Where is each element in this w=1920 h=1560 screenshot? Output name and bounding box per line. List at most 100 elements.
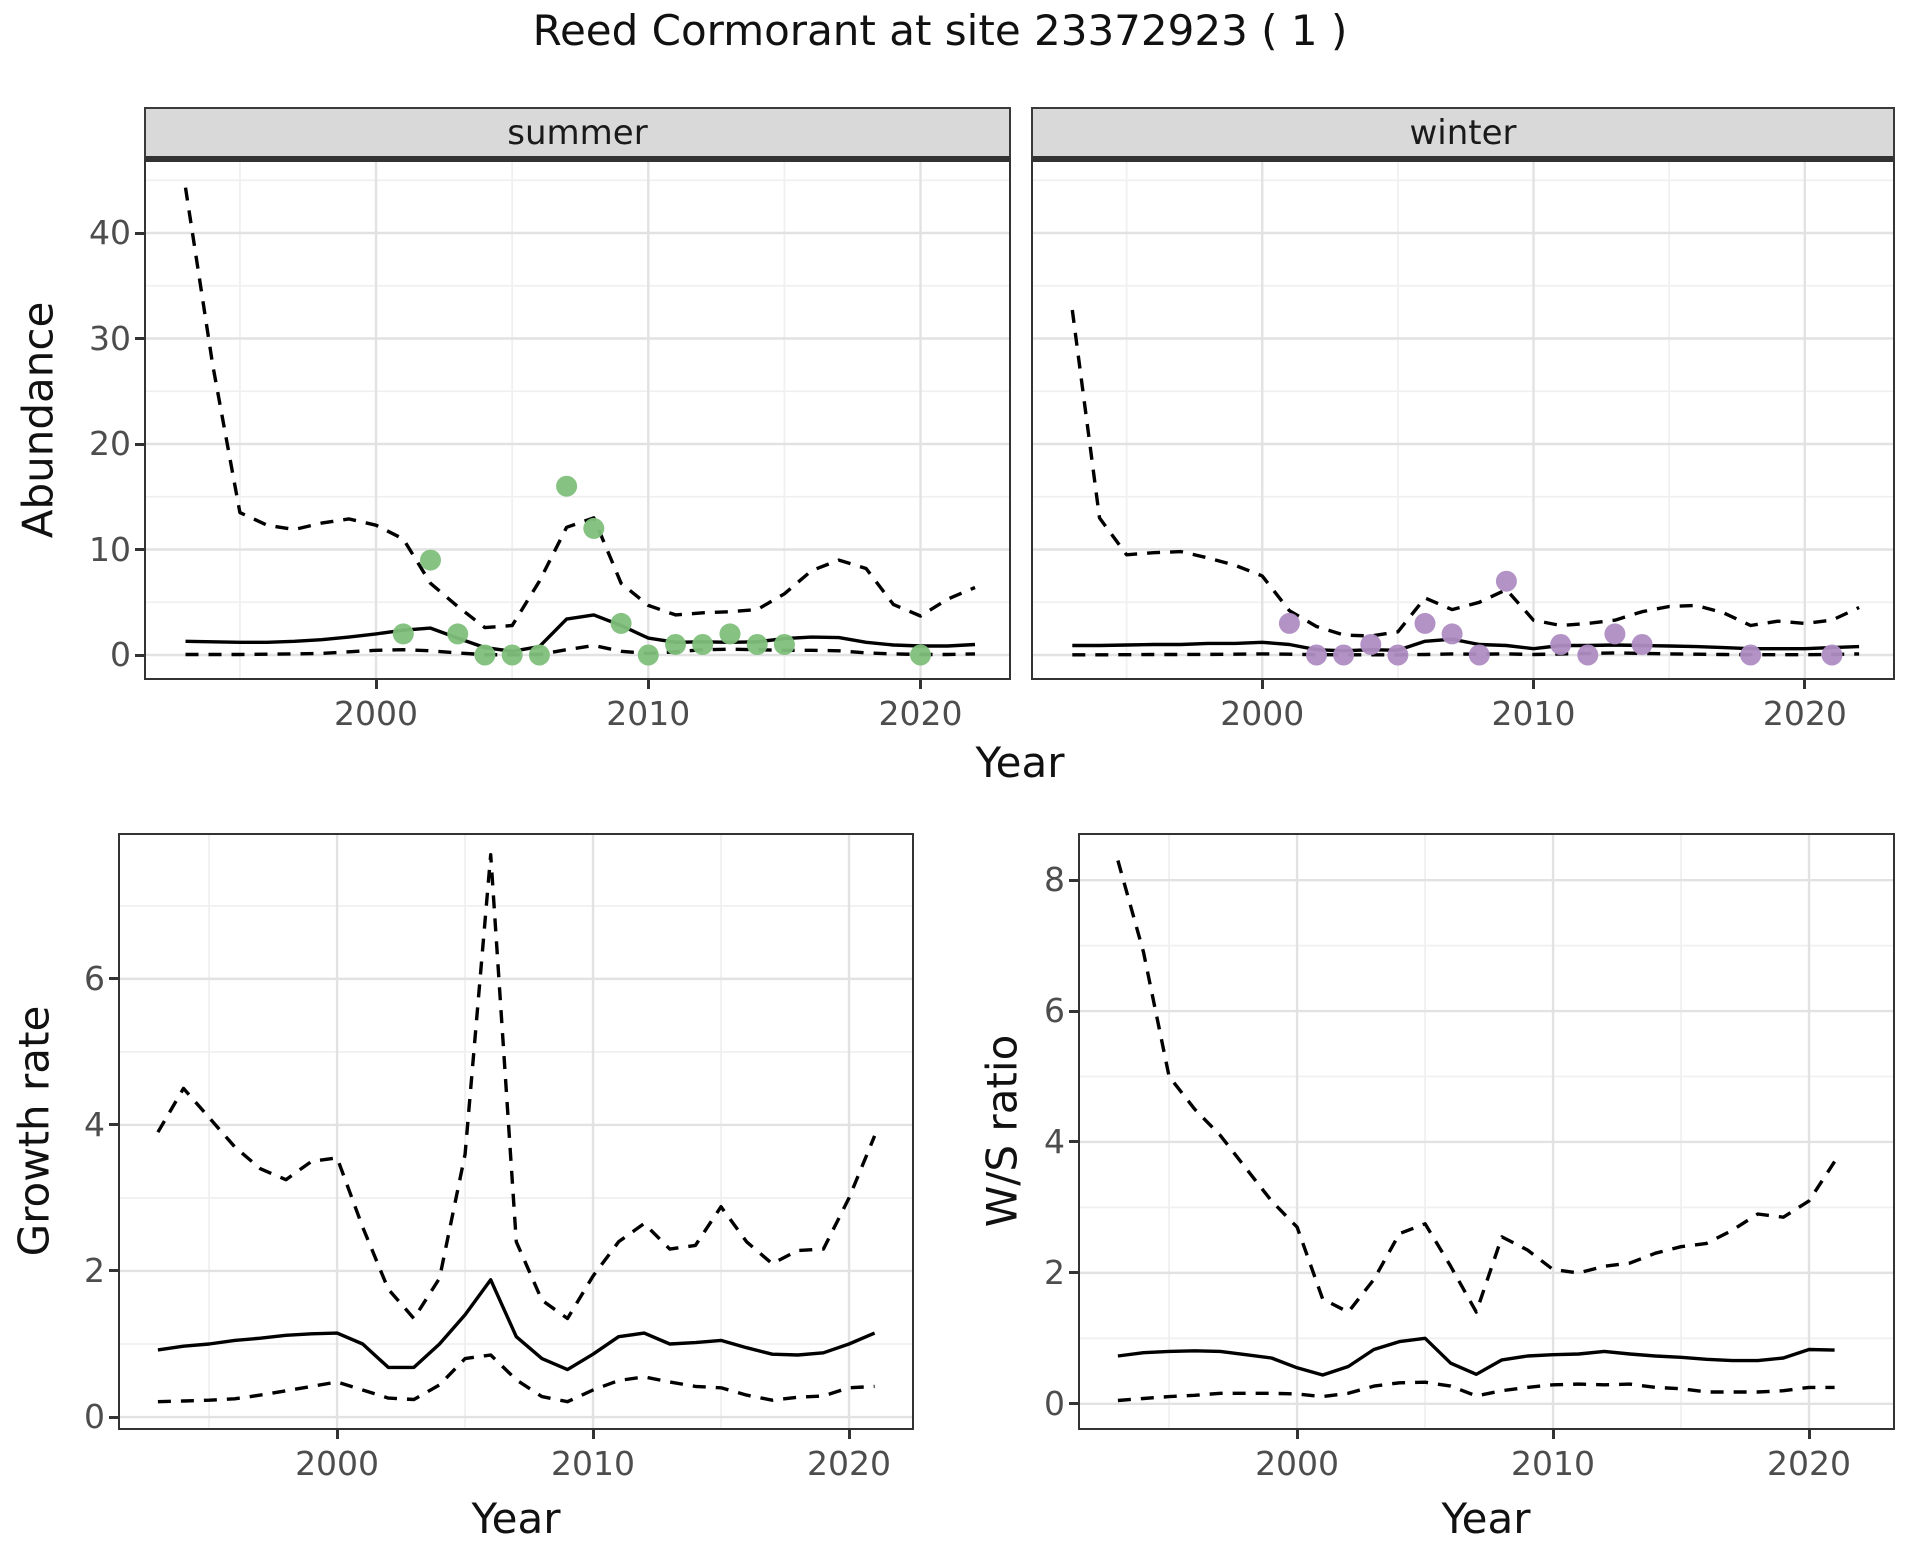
x-tick-mark <box>1532 680 1536 689</box>
ws-ratio-plot <box>1080 835 1893 1428</box>
y-tick-label: 8 <box>1044 860 1065 900</box>
data-point <box>528 644 550 666</box>
upper_95ci-line <box>1070 309 1860 638</box>
lower_95ci-line <box>185 643 976 657</box>
y-tick-mark <box>135 231 144 235</box>
x-axis-label-growth-year: Year <box>471 1494 561 1543</box>
y-tick-mark <box>135 548 144 551</box>
data-point <box>692 634 714 655</box>
y-tick-mark <box>1069 1140 1078 1144</box>
data-point <box>1278 612 1300 634</box>
data-point <box>583 517 605 539</box>
y-tick-label: 0 <box>84 1397 105 1437</box>
data-point <box>501 644 523 666</box>
x-tick-label: 2010 <box>1511 1444 1596 1483</box>
x-tick-mark <box>1803 680 1807 689</box>
data-point <box>1740 644 1762 666</box>
x-tick-label: 2000 <box>1220 694 1305 733</box>
data-point <box>610 612 632 634</box>
y-tick-label: 0 <box>1044 1383 1065 1423</box>
y-tick-mark <box>109 1415 118 1419</box>
y-tick-mark <box>109 1269 118 1273</box>
upper_95ci-line <box>1116 860 1837 1314</box>
lower_95ci-line <box>1072 651 1860 657</box>
y-tick-label: 6 <box>84 958 105 998</box>
x-tick-label: 2010 <box>551 1444 636 1483</box>
x-tick-mark <box>1260 680 1264 689</box>
figure-title: Reed Cormorant at site 23372923 ( 1 ) <box>532 6 1348 55</box>
y-tick-label: 2 <box>1044 1252 1065 1292</box>
y-tick-label: 30 <box>89 318 131 358</box>
data-point <box>1821 644 1843 666</box>
y-tick-mark <box>1069 1009 1078 1013</box>
y-tick-mark <box>1069 1271 1078 1275</box>
x-tick-label: 2020 <box>878 694 963 733</box>
y-tick-mark <box>109 977 118 981</box>
panel-ws-ratio <box>1078 833 1895 1430</box>
growth-rate-plot <box>120 835 912 1428</box>
data-point <box>637 644 659 666</box>
panel-growth-rate <box>118 833 914 1430</box>
x-tick-label: 2010 <box>1491 694 1576 733</box>
data-point <box>556 475 578 497</box>
data-point <box>1495 570 1517 592</box>
x-tick-label: 2000 <box>334 694 419 733</box>
data-point <box>1468 644 1490 666</box>
y-tick-mark <box>1069 1402 1078 1406</box>
y-tick-label: 4 <box>84 1104 105 1144</box>
lower_95ci-line <box>1117 1380 1835 1403</box>
y-tick-label: 10 <box>89 529 131 569</box>
abundance-winter-plot <box>1033 162 1893 678</box>
y-tick-label: 4 <box>1044 1121 1065 1161</box>
data-point <box>392 623 414 645</box>
y-tick-mark <box>135 337 144 340</box>
panel-abundance-winter <box>1031 160 1895 680</box>
x-tick-mark <box>847 1430 851 1439</box>
y-tick-label: 40 <box>89 213 131 252</box>
facet-strip-winter: winter <box>1031 107 1895 160</box>
data-point <box>719 623 741 645</box>
median-line <box>157 1278 876 1372</box>
x-axis-label-ws-year: Year <box>1441 1494 1531 1543</box>
data-point <box>1577 644 1599 666</box>
data-point <box>1631 634 1653 655</box>
x-tick-label: 2000 <box>295 1444 380 1483</box>
lower_95ci-line <box>157 1353 875 1404</box>
data-point <box>1441 623 1463 645</box>
panel-abundance-summer <box>144 160 1011 680</box>
median-line <box>185 613 976 653</box>
y-tick-label: 0 <box>110 635 131 674</box>
y-tick-label: 6 <box>1044 991 1065 1031</box>
y-tick-mark <box>135 442 144 446</box>
y-tick-label: 20 <box>89 424 131 463</box>
x-tick-mark <box>1551 1430 1555 1439</box>
x-tick-mark <box>1807 1430 1811 1439</box>
upper_95ci-line <box>156 853 877 1321</box>
data-point <box>1306 644 1327 666</box>
x-tick-mark <box>646 680 650 689</box>
x-tick-mark <box>591 1430 595 1439</box>
data-point <box>1360 634 1382 655</box>
data-point <box>1414 612 1436 634</box>
x-tick-mark <box>335 1430 339 1439</box>
median-line <box>1117 1336 1835 1377</box>
data-point <box>447 623 469 645</box>
data-point <box>1550 634 1572 655</box>
facet-strip-summer-label: summer <box>507 112 648 153</box>
y-tick-label: 2 <box>84 1250 105 1290</box>
data-point <box>773 634 795 655</box>
facet-strip-summer: summer <box>144 107 1011 160</box>
x-axis-label-top-year: Year <box>975 738 1065 787</box>
x-tick-label: 2020 <box>1762 694 1847 733</box>
y-tick-mark <box>1069 878 1078 882</box>
data-point <box>746 634 768 655</box>
facet-strip-winter-label: winter <box>1409 112 1517 153</box>
data-point <box>474 644 496 666</box>
x-tick-mark <box>374 680 378 689</box>
abundance-summer-plot <box>146 162 1009 678</box>
upper_95ci-line <box>183 187 976 630</box>
x-tick-label: 2000 <box>1255 1444 1340 1483</box>
data-point <box>420 549 441 571</box>
data-point <box>910 644 931 666</box>
